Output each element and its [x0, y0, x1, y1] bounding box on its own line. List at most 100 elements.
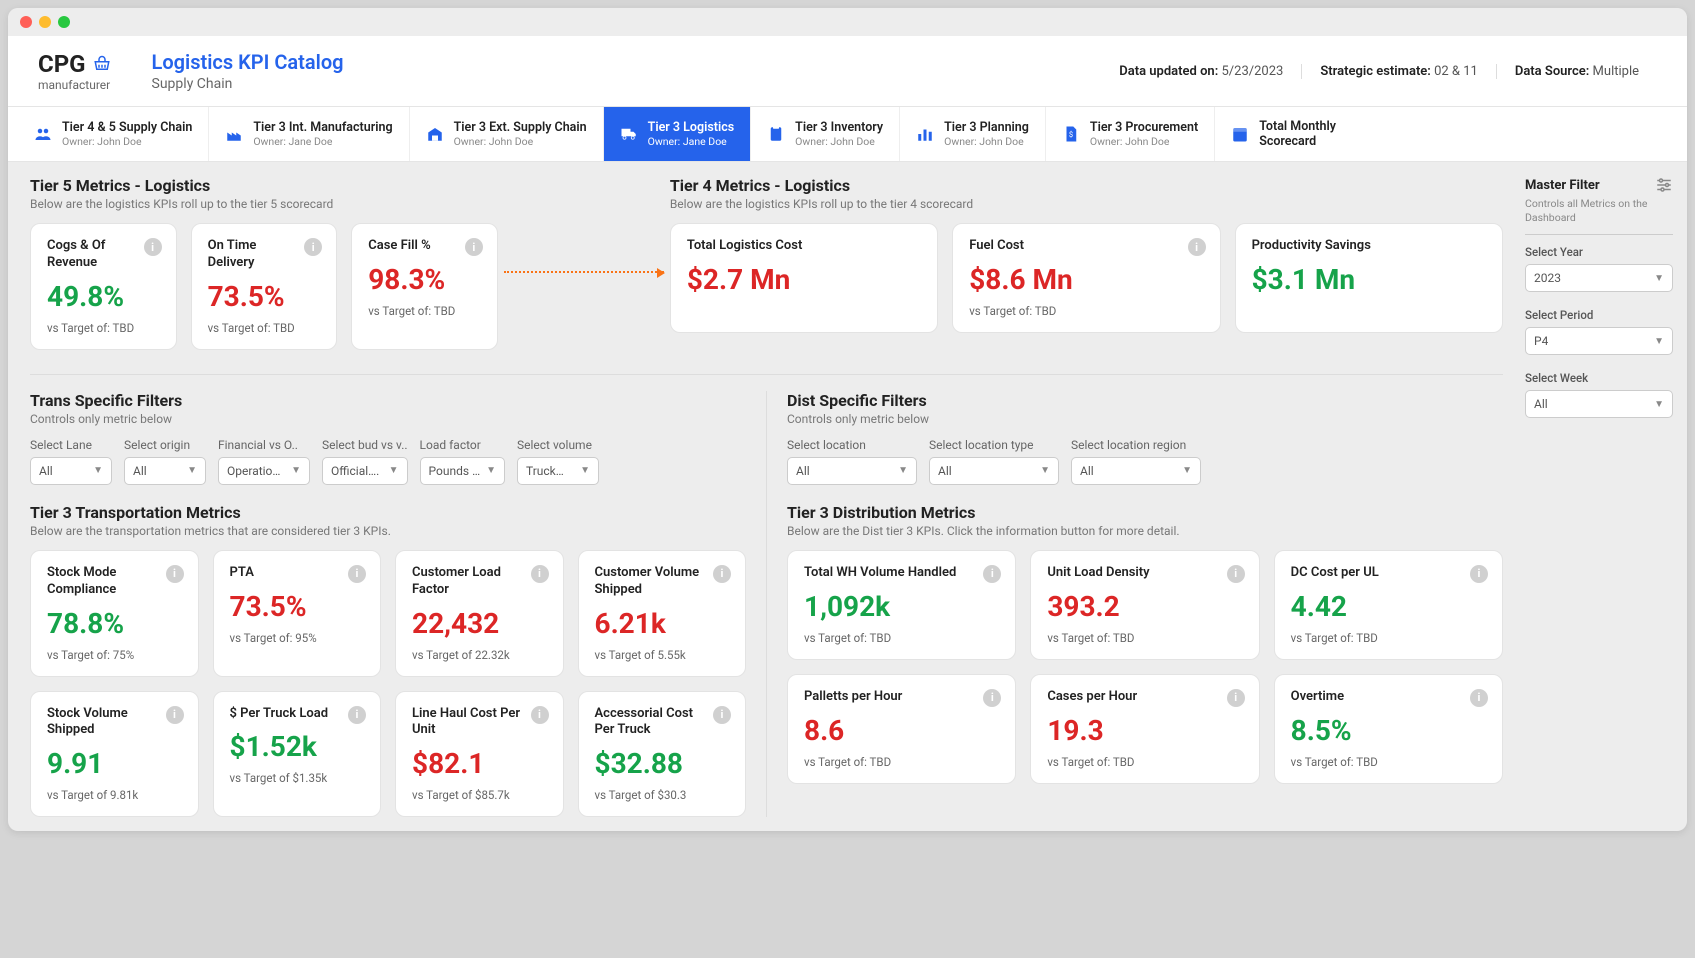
kpi-title: Stock Mode Compliance [47, 565, 182, 599]
sidebar: Master Filter Controls all Metrics on th… [1525, 162, 1687, 831]
chevron-down-icon: ▼ [486, 465, 496, 476]
info-icon[interactable]: i [983, 565, 1001, 583]
kpi-card: PTAi73.5%vs Target of: 95% [213, 550, 382, 677]
filter-select[interactable]: All▼ [787, 457, 917, 485]
tab-tier3-ext-supply[interactable]: Tier 3 Ext. Supply ChainOwner: John Doe [410, 107, 604, 161]
tab-tier3-inventory[interactable]: Tier 3 InventoryOwner: John Doe [751, 107, 900, 161]
kpi-value: 393.2 [1047, 590, 1242, 623]
kpi-card: On Time Deliveryi73.5%vs Target of: TBD [191, 223, 338, 350]
kpi-card: Total Logistics Cost$2.7 Mn [670, 223, 938, 333]
tab-tier3-planning[interactable]: Tier 3 PlanningOwner: John Doe [900, 107, 1046, 161]
filter-label: Select bud vs v.. [322, 438, 408, 452]
kpi-card: Unit Load Densityi393.2vs Target of: TBD [1030, 550, 1259, 660]
filter-label: Select Lane [30, 438, 112, 452]
minimize-icon[interactable] [39, 16, 51, 28]
info-icon[interactable]: i [1188, 238, 1206, 256]
filter-select[interactable]: Truck…▼ [517, 457, 599, 485]
kpi-card: Customer Volume Shippedi6.21kvs Target o… [578, 550, 747, 677]
info-icon[interactable]: i [531, 706, 549, 724]
kpi-value: $1.52k [230, 730, 365, 763]
tab-monthly-scorecard[interactable]: Total Monthly Scorecard [1215, 107, 1375, 161]
kpi-title: PTA [230, 565, 365, 582]
kpi-value: 98.3% [368, 263, 481, 296]
trans-filters-sub: Controls only metric below [30, 412, 746, 426]
kpi-value: 73.5% [208, 280, 321, 313]
kpi-value: 9.91 [47, 747, 182, 780]
kpi-value: 22,432 [412, 607, 547, 640]
kpi-value: 78.8% [47, 607, 182, 640]
kpi-card: $ Per Truck Loadi$1.52kvs Target of $1.3… [213, 691, 382, 818]
info-icon[interactable]: i [713, 706, 731, 724]
info-icon[interactable]: i [531, 565, 549, 583]
filter-select[interactable]: All▼ [1071, 457, 1201, 485]
kpi-target: vs Target of: TBD [804, 755, 999, 769]
info-icon[interactable]: i [983, 689, 1001, 707]
filter-select[interactable]: Pounds …▼ [420, 457, 505, 485]
tab-bar: Tier 4 & 5 Supply ChainOwner: John Doe T… [8, 107, 1687, 162]
kpi-title: Customer Load Factor [412, 565, 547, 599]
filter-select[interactable]: All▼ [929, 457, 1059, 485]
right-column: Dist Specific Filters Controls only metr… [766, 391, 1503, 818]
sidebar-filter-select[interactable]: 2023▼ [1525, 264, 1673, 292]
info-icon[interactable]: i [1227, 689, 1245, 707]
kpi-target: vs Target of 5.55k [595, 648, 730, 662]
info-icon[interactable]: i [713, 565, 731, 583]
info-icon[interactable]: i [1227, 565, 1245, 583]
dist-filters: Select location All▼Select location type… [787, 438, 1503, 485]
tab-tier3-procurement[interactable]: $ Tier 3 ProcurementOwner: John Doe [1046, 107, 1215, 161]
info-icon[interactable]: i [1470, 689, 1488, 707]
chevron-down-icon: ▼ [580, 465, 590, 476]
tier4-sub: Below are the logistics KPIs roll up to … [670, 197, 1503, 211]
kpi-card: Stock Volume Shippedi9.91vs Target of 9.… [30, 691, 199, 818]
kpi-title: DC Cost per UL [1291, 565, 1486, 582]
filter-label: Financial vs O.. [218, 438, 310, 452]
kpi-title: Line Haul Cost Per Unit [412, 706, 547, 740]
info-icon[interactable]: i [144, 238, 162, 256]
kpi-card: Stock Mode Compliancei78.8%vs Target of:… [30, 550, 199, 677]
filter-select[interactable]: All▼ [30, 457, 112, 485]
kpi-title: Case Fill % [368, 238, 481, 255]
tier3trans-title: Tier 3 Transportation Metrics [30, 503, 746, 522]
info-icon[interactable]: i [348, 706, 366, 724]
arrow-connector [498, 176, 670, 368]
chart-icon [916, 125, 934, 143]
info-icon[interactable]: i [465, 238, 483, 256]
info-icon[interactable]: i [166, 706, 184, 724]
sidebar-filter-label: Select Week [1525, 371, 1673, 385]
chevron-down-icon: ▼ [1182, 465, 1192, 476]
tier3trans-cards: Stock Mode Compliancei78.8%vs Target of:… [30, 550, 746, 818]
tier3trans-sub: Below are the transportation metrics tha… [30, 524, 746, 538]
sidebar-filter-select[interactable]: P4▼ [1525, 327, 1673, 355]
info-icon[interactable]: i [1470, 565, 1488, 583]
calendar-icon [1231, 125, 1249, 143]
tab-tier3-manufacturing[interactable]: Tier 3 Int. ManufacturingOwner: Jane Doe [209, 107, 409, 161]
maximize-icon[interactable] [58, 16, 70, 28]
kpi-target: vs Target of: TBD [1047, 631, 1242, 645]
filter-select[interactable]: Official….▼ [322, 457, 408, 485]
chevron-down-icon: ▼ [1654, 336, 1664, 347]
tab-tier3-logistics[interactable]: Tier 3 LogisticsOwner: Jane Doe [604, 107, 752, 161]
kpi-value: 73.5% [230, 590, 365, 623]
kpi-card: Fuel Costi$8.6 Mnvs Target of: TBD [952, 223, 1220, 333]
kpi-target: vs Target of: TBD [208, 321, 321, 335]
kpi-card: Total WH Volume Handledi1,092kvs Target … [787, 550, 1016, 660]
sidebar-filter-select[interactable]: All▼ [1525, 390, 1673, 418]
sliders-icon[interactable] [1655, 176, 1673, 194]
kpi-target: vs Target of $1.35k [230, 771, 365, 785]
chevron-down-icon: ▼ [389, 465, 399, 476]
filter-select[interactable]: All▼ [124, 457, 206, 485]
filter-label: Select location type [929, 438, 1059, 452]
kpi-card: Customer Load Factori22,432vs Target of … [395, 550, 564, 677]
kpi-title: Fuel Cost [969, 238, 1203, 255]
kpi-title: Total Logistics Cost [687, 238, 921, 255]
tier5-title: Tier 5 Metrics - Logistics [30, 176, 498, 195]
trans-filters-title: Trans Specific Filters [30, 391, 746, 410]
info-icon[interactable]: i [348, 565, 366, 583]
info-icon[interactable]: i [166, 565, 184, 583]
tab-tier45-supply-chain[interactable]: Tier 4 & 5 Supply ChainOwner: John Doe [18, 107, 209, 161]
left-column: Trans Specific Filters Controls only met… [30, 391, 766, 818]
close-icon[interactable] [20, 16, 32, 28]
filter-select[interactable]: Operation..▼ [218, 457, 310, 485]
meta-source: Data Source: Multiple [1496, 64, 1657, 79]
chevron-down-icon: ▼ [1040, 465, 1050, 476]
